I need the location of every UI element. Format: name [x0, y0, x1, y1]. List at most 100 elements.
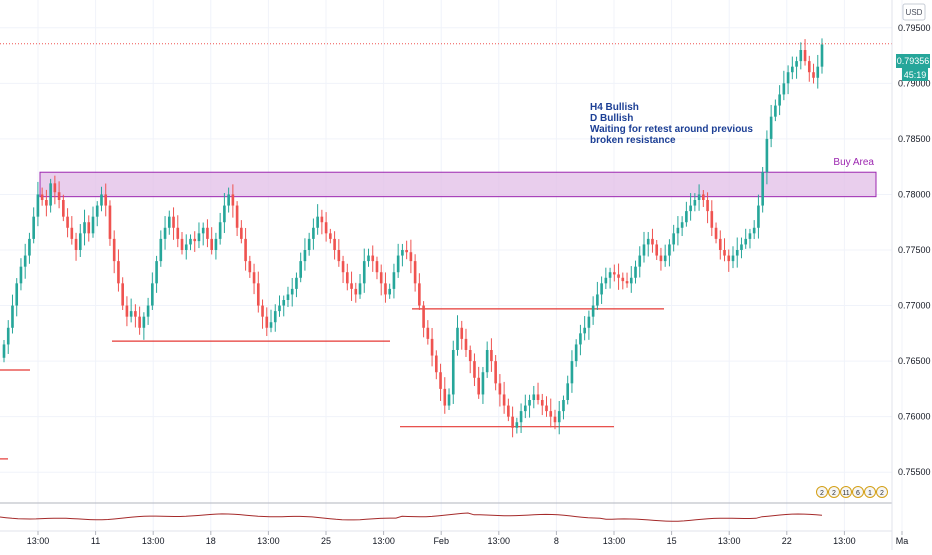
candle-body — [651, 238, 654, 245]
candle-body — [201, 227, 205, 234]
candle-body — [761, 172, 764, 206]
candle-body — [498, 383, 502, 395]
time-axis[interactable]: 13:00 11 13:00 18 13:00 25 13:00 Feb 13:00 8 13:00… — [0, 530, 908, 546]
candle-body — [320, 216, 324, 223]
candle-body — [748, 233, 752, 239]
price-axis[interactable]: USD 0.79500 0.79000 0.78500 0.78000 0.77500 0… — [891, 0, 931, 550]
event-badge[interactable] — [864, 486, 876, 498]
candle-body — [15, 283, 19, 306]
candle-body — [557, 411, 561, 423]
candle-body — [617, 274, 620, 278]
candle-body — [23, 255, 27, 267]
buy-area-label: Buy Area — [833, 157, 874, 168]
candle-body — [95, 205, 99, 217]
event-badge[interactable] — [852, 486, 864, 498]
candle-body — [401, 250, 404, 256]
candle-body — [540, 400, 544, 406]
candle-body — [545, 405, 548, 412]
note-line-4: broken resistance — [590, 135, 676, 146]
candle-body — [434, 355, 438, 373]
candle-body — [350, 283, 353, 289]
candle-body — [11, 305, 14, 328]
candle-body — [532, 394, 536, 400]
candle-body — [138, 316, 141, 328]
event-badge-count: 2 — [832, 490, 836, 497]
time-tick-label: 13:00 — [257, 536, 280, 546]
candle-body — [405, 250, 408, 253]
candle-body — [45, 200, 48, 206]
candle-body — [676, 227, 680, 234]
candle-body — [744, 238, 748, 245]
candle-body — [151, 283, 154, 306]
candle-body — [803, 50, 807, 62]
candle-body — [324, 222, 328, 234]
candle-body — [295, 277, 298, 289]
candle-body — [646, 238, 650, 245]
candle-body — [121, 283, 124, 306]
price-tick-label: 0.79500 — [898, 23, 931, 33]
candle-body — [78, 233, 82, 250]
candle-body — [570, 361, 574, 384]
candle-body — [782, 83, 786, 95]
buy-area-zone[interactable]: Buy Area — [39, 157, 877, 198]
candle-body — [536, 394, 540, 400]
event-badge[interactable] — [816, 486, 828, 498]
candle-body — [392, 272, 396, 289]
candle-body — [53, 183, 57, 193]
level-lines[interactable] — [0, 308, 664, 460]
candle-body — [2, 344, 6, 358]
candle-body — [621, 277, 625, 282]
candle-body — [362, 261, 366, 284]
candle-body — [223, 205, 226, 223]
time-tick-label: Feb — [433, 536, 449, 546]
candle-body — [193, 238, 197, 242]
candle-body — [341, 261, 345, 273]
candle-body — [312, 227, 315, 239]
note-line-1: H4 Bullish — [590, 102, 639, 113]
candle-body — [562, 400, 565, 412]
candle-body — [396, 255, 400, 273]
candle-body — [210, 238, 213, 250]
event-badge[interactable] — [828, 486, 840, 498]
candle-body — [765, 138, 769, 173]
buy-area-rect[interactable] — [39, 171, 877, 198]
candle-body — [240, 227, 243, 239]
time-tick-label: 13:00 — [372, 536, 395, 546]
candle-body — [625, 281, 629, 284]
candle-body — [528, 400, 531, 406]
event-badge[interactable] — [840, 486, 852, 498]
candle-body — [613, 272, 616, 275]
candle-body — [49, 183, 52, 206]
candle-body — [672, 233, 675, 245]
candle-body — [718, 238, 722, 250]
note-line-2: D Bullish — [590, 113, 633, 124]
candle-body — [371, 255, 375, 262]
candle-body — [587, 316, 591, 328]
candle-body — [600, 283, 603, 295]
annotation-note[interactable]: H4 Bullish D Bullish Waiting for retest … — [590, 102, 753, 146]
candle-body — [511, 416, 514, 428]
currency-badge[interactable] — [902, 3, 926, 21]
candle-body — [816, 66, 820, 78]
candle-body — [66, 216, 69, 228]
candle-body — [87, 222, 91, 234]
event-badges[interactable]: 2 2 11 6 1 2 — [816, 486, 888, 498]
event-badge[interactable] — [876, 486, 888, 498]
candle-body — [108, 205, 112, 239]
time-tick-label: 15 — [667, 536, 677, 546]
candle-body — [481, 372, 485, 395]
time-tick-label: 25 — [321, 536, 331, 546]
candle-body — [329, 233, 332, 239]
candle-body — [290, 288, 294, 295]
candle-body — [189, 238, 192, 245]
grid — [0, 0, 903, 531]
candle-body — [134, 311, 137, 317]
time-tick-label: 11 — [91, 536, 100, 546]
candle-body — [604, 277, 608, 284]
candle-body — [379, 272, 383, 284]
candle-body — [62, 200, 65, 217]
time-tick-label: 13:00 — [488, 536, 511, 546]
candle-body — [634, 266, 637, 278]
